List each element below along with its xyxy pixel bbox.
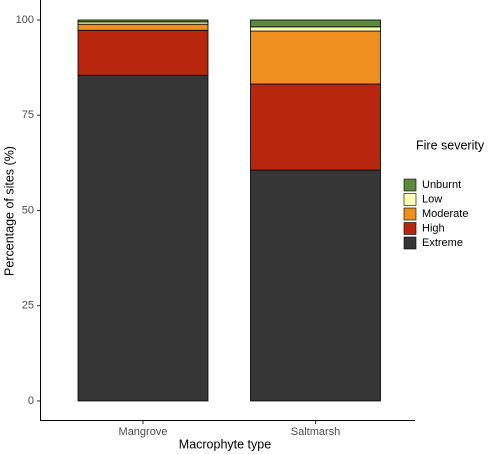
x-axis-title: Macrophyte type [179,437,271,451]
legend-label: High [422,222,445,234]
legend-label: Extreme [422,237,463,249]
legend-label: Moderate [422,208,468,220]
bar-segment [77,74,209,402]
y-tick-label: 0 [28,395,34,407]
legend-key [403,222,417,235]
x-tick-label: Saltmarsh [291,426,341,438]
legend-key [403,236,417,250]
bar-segment [77,29,209,76]
bar-segment [77,19,209,23]
x-tick-label: Mangrove [119,426,168,438]
y-axis-title: Percentage of sites (%) [2,146,16,276]
legend-key [403,178,417,192]
legend-label: Unburnt [422,179,461,191]
legend-title: Fire severity [416,138,485,152]
y-tick-label: 75 [22,109,34,121]
legend-label: Low [422,193,442,205]
bar-segment [250,26,381,32]
bar-segment [250,169,381,402]
bar-segment [250,30,381,85]
legend-key [403,207,417,221]
legend-key [403,193,417,206]
y-tick-label: 25 [22,300,34,312]
y-tick-label: 50 [22,204,34,216]
bar-segment [250,83,381,171]
bar-segment [77,23,209,31]
bar-segment [250,19,381,28]
y-tick-label: 100 [16,14,34,26]
